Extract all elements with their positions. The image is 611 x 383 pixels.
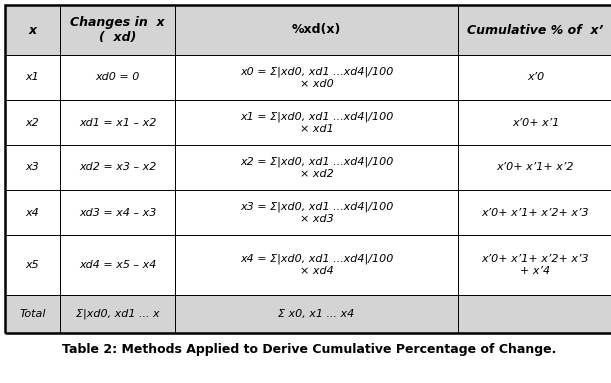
Text: x3: x3 [26,162,39,172]
Text: x4 = Σ|xd0, xd1 ...xd4|/100
× xd4: x4 = Σ|xd0, xd1 ...xd4|/100 × xd4 [240,254,393,276]
Bar [175,295,458,333]
Bar [60,295,175,333]
Bar [458,145,611,190]
Bar [458,5,611,55]
Text: Total: Total [20,309,46,319]
Text: x2 = Σ|xd0, xd1 ...xd4|/100
× xd2: x2 = Σ|xd0, xd1 ...xd4|/100 × xd2 [240,156,393,178]
Text: x0 = Σ|xd0, xd1 ...xd4|/100
× xd0: x0 = Σ|xd0, xd1 ...xd4|/100 × xd0 [240,66,393,88]
Text: x: x [29,23,37,36]
Bar [5,295,60,333]
Bar [175,190,458,235]
Bar [5,100,60,145]
Text: x1 = Σ|xd0, xd1 ...xd4|/100
× xd1: x1 = Σ|xd0, xd1 ...xd4|/100 × xd1 [240,111,393,134]
Bar [60,145,175,190]
Bar [175,100,458,145]
Bar [175,235,458,295]
Bar [458,190,611,235]
Text: %xd(x): %xd(x) [292,23,341,36]
Bar [60,55,175,100]
Bar [60,235,175,295]
Bar [458,55,611,100]
Bar [458,235,611,295]
Text: xd1 = x1 – x2: xd1 = x1 – x2 [79,118,156,128]
Text: xd0 = 0: xd0 = 0 [95,72,140,82]
Text: xd3 = x4 – x3: xd3 = x4 – x3 [79,208,156,218]
Bar [60,100,175,145]
Bar [5,55,60,100]
Bar [60,190,175,235]
Bar [175,5,458,55]
Text: x’0+ x’1+ x’2+ x’3
+ x’4: x’0+ x’1+ x’2+ x’3 + x’4 [481,254,590,276]
Bar [458,100,611,145]
Text: x3 = Σ|xd0, xd1 ...xd4|/100
× xd3: x3 = Σ|xd0, xd1 ...xd4|/100 × xd3 [240,201,393,224]
Text: Changes in  x
(  xd): Changes in x ( xd) [70,16,165,44]
Bar [458,295,611,333]
Text: xd4 = x5 – x4: xd4 = x5 – x4 [79,260,156,270]
Text: x’0+ x’1: x’0+ x’1 [512,118,559,128]
Text: Table 2: Methods Applied to Derive Cumulative Percentage of Change.: Table 2: Methods Applied to Derive Cumul… [62,343,556,356]
Text: Σ|xd0, xd1 ... x: Σ|xd0, xd1 ... x [76,309,159,319]
Text: x4: x4 [26,208,39,218]
Text: Σ x0, x1 ... x4: Σ x0, x1 ... x4 [279,309,354,319]
Text: x1: x1 [26,72,39,82]
Text: x5: x5 [26,260,39,270]
Text: Cumulative % of  x’: Cumulative % of x’ [467,23,604,36]
Bar [5,5,60,55]
Bar [5,235,60,295]
Text: x2: x2 [26,118,39,128]
Bar [175,55,458,100]
Text: x’0: x’0 [527,72,544,82]
Text: xd2 = x3 – x2: xd2 = x3 – x2 [79,162,156,172]
Bar [5,145,60,190]
Bar [175,145,458,190]
Bar [60,5,175,55]
Text: x’0+ x’1+ x’2: x’0+ x’1+ x’2 [497,162,574,172]
Bar [5,5,611,333]
Bar [5,190,60,235]
Text: x’0+ x’1+ x’2+ x’3: x’0+ x’1+ x’2+ x’3 [481,208,590,218]
